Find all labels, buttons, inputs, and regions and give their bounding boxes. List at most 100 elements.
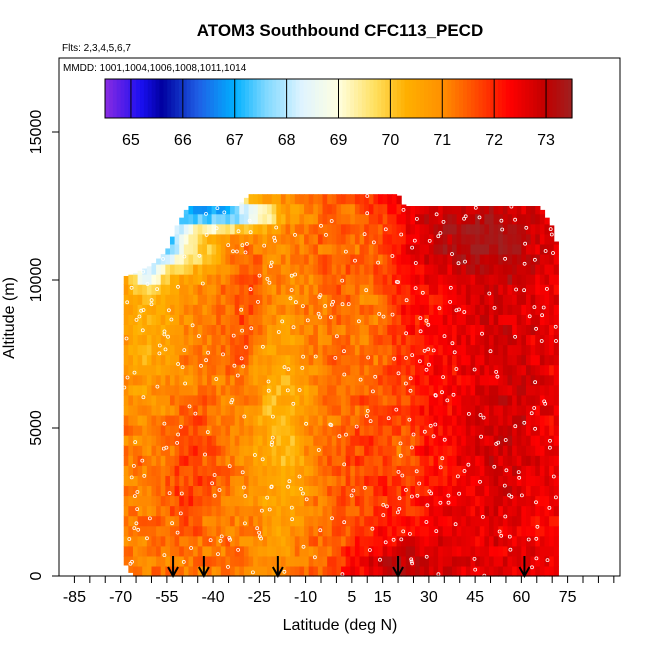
heatmap-cell: [253, 555, 259, 567]
heatmap-cell: [193, 374, 199, 386]
heatmap-cell: [401, 495, 407, 507]
heatmap-cell: [442, 344, 448, 356]
heatmap-cell: [391, 404, 398, 416]
heatmap-cell: [489, 394, 495, 406]
heatmap-cell: [539, 364, 546, 376]
heatmap-cell: [544, 425, 550, 436]
heatmap-cell: [313, 233, 319, 245]
heatmap-cell: [479, 274, 485, 285]
sample-point: [514, 287, 518, 292]
heatmap-cell: [470, 334, 476, 346]
heatmap-cell: [183, 435, 190, 446]
heatmap-cell: [530, 364, 536, 376]
heatmap-cell: [484, 364, 490, 376]
heatmap-cell: [151, 334, 157, 346]
heatmap-cell: [304, 425, 310, 436]
heatmap-cell: [151, 314, 157, 325]
heatmap-cell: [396, 213, 402, 225]
heatmap-cell: [276, 213, 282, 225]
sample-point: [287, 479, 292, 484]
heatmap-cell: [230, 304, 236, 315]
heatmap-cell: [410, 515, 416, 527]
heatmap-cell: [489, 294, 495, 305]
heatmap-cell: [415, 485, 421, 497]
heatmap-cell: [230, 414, 236, 426]
heatmap-cell: [206, 555, 213, 567]
heatmap-cell: [415, 206, 421, 215]
heatmap-cell: [156, 555, 162, 567]
heatmap-cell: [345, 334, 351, 346]
heatmap-cell: [234, 535, 240, 547]
heatmap-cell: [424, 304, 430, 315]
heatmap-cell: [401, 264, 407, 275]
heatmap-cell: [354, 485, 361, 497]
heatmap-cell: [535, 435, 541, 446]
heatmap-cell: [299, 535, 305, 547]
heatmap-cell: [243, 364, 250, 376]
heatmap-cell: [336, 425, 342, 436]
sample-point: [548, 445, 552, 450]
heatmap-cell: [308, 203, 314, 215]
heatmap-cell: [461, 206, 467, 215]
heatmap-cell: [276, 404, 282, 416]
sample-point: [131, 463, 136, 468]
heatmap-cell: [290, 475, 296, 487]
heatmap-cell: [502, 223, 509, 235]
heatmap-cell: [262, 374, 268, 386]
heatmap-cell: [165, 364, 171, 376]
heatmap-cell: [156, 465, 162, 476]
heatmap-cell: [341, 334, 347, 346]
sample-point: [513, 334, 517, 339]
heatmap-cell: [428, 223, 435, 235]
heatmap-cell: [322, 354, 328, 366]
heatmap-cell: [456, 495, 462, 507]
heatmap-cell: [253, 394, 259, 406]
heatmap-cell: [146, 445, 153, 456]
heatmap-cell: [475, 535, 481, 547]
heatmap-cell: [535, 324, 541, 336]
heatmap-cell: [132, 565, 139, 577]
heatmap-cell: [211, 233, 217, 245]
sample-point: [200, 281, 205, 286]
sample-point: [300, 365, 305, 370]
heatmap-cell: [479, 515, 485, 527]
heatmap-cell: [197, 294, 203, 305]
heatmap-cell: [248, 364, 254, 376]
heatmap-cell: [197, 243, 203, 255]
heatmap-cell: [336, 525, 342, 537]
heatmap-cell: [452, 334, 458, 346]
heatmap-cell: [142, 425, 148, 436]
heatmap-cell: [179, 314, 185, 325]
heatmap-cell: [373, 525, 379, 537]
heatmap-cell: [368, 525, 374, 537]
heatmap-cell: [544, 485, 550, 497]
heatmap-cell: [234, 425, 240, 436]
heatmap-cell: [350, 435, 356, 446]
heatmap-cell: [183, 505, 190, 517]
heatmap-cell: [345, 203, 351, 215]
heatmap-cell: [447, 455, 453, 466]
colorbar-tick-label: 72: [485, 132, 503, 149]
heatmap-cell: [498, 364, 504, 376]
heatmap-cell: [396, 545, 402, 557]
heatmap-cell: [290, 203, 296, 215]
heatmap-cell: [243, 445, 250, 456]
heatmap-cell: [132, 304, 139, 315]
heatmap-cell: [169, 384, 176, 396]
heatmap-cell: [424, 414, 430, 426]
heatmap-cell: [179, 364, 185, 376]
heatmap-cell: [442, 515, 448, 527]
heatmap-cell: [174, 243, 180, 255]
heatmap-cell: [206, 304, 213, 315]
heatmap-cell: [391, 394, 398, 406]
heatmap-cell: [248, 314, 254, 325]
heatmap-cell: [373, 223, 379, 235]
sample-point: [404, 298, 409, 303]
heatmap-cell: [405, 565, 411, 577]
heatmap-cell: [197, 253, 203, 265]
heatmap-cell: [239, 294, 245, 305]
heatmap-cell: [276, 495, 282, 507]
heatmap-cell: [544, 284, 550, 295]
sample-point: [317, 295, 322, 299]
